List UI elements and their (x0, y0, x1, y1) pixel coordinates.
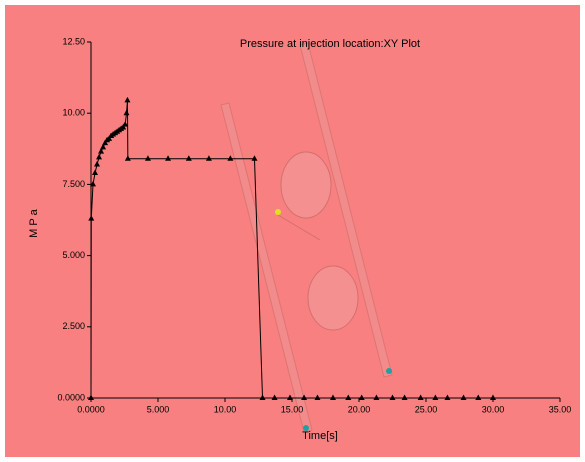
y-tick-label: 0.0000 (57, 392, 85, 402)
y-tick-label: 2.500 (62, 321, 85, 331)
node-marker (386, 368, 392, 374)
x-tick-label: 15.00 (281, 404, 304, 414)
x-tick-label: 30.00 (482, 404, 505, 414)
injection-marker (275, 209, 281, 215)
y-tick-label: 5.000 (62, 250, 85, 260)
y-tick-label: 7.500 (62, 179, 85, 189)
x-tick-label: 10.00 (214, 404, 237, 414)
x-tick-label: 5.000 (147, 404, 170, 414)
y-tick-label: 10.00 (62, 108, 85, 118)
x-tick-label: 20.00 (348, 404, 371, 414)
y-axis-label: MPa (28, 206, 40, 238)
y-tick-label: 12.50 (62, 36, 85, 46)
x-tick-label: 35.00 (549, 404, 572, 414)
chart-title: Pressure at injection location:XY Plot (240, 38, 420, 50)
x-tick-label: 25.00 (415, 404, 438, 414)
x-axis-label: Time[s] (302, 430, 338, 442)
chart: Pressure at injection location:XY Plot T… (0, 0, 585, 462)
x-tick-label: 0.0000 (77, 404, 105, 414)
